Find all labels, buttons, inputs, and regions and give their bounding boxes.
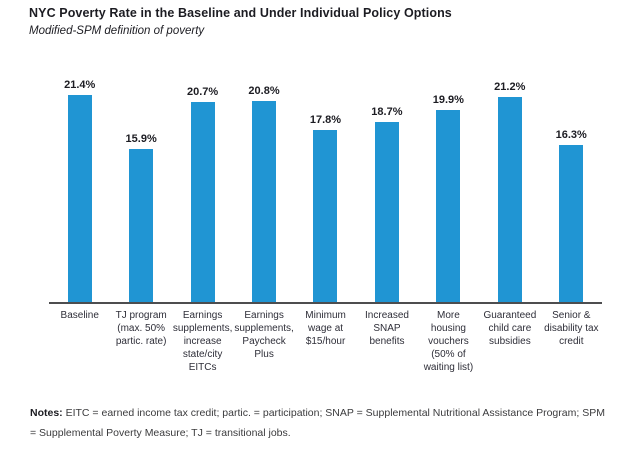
bar-column: 16.3% [541, 75, 602, 303]
bar [129, 148, 154, 303]
x-axis-label: Earnings supplements, Paycheck Plus [234, 310, 294, 360]
chart-title: NYC Poverty Rate in the Baseline and Und… [29, 6, 452, 20]
bar-value-label: 18.7% [371, 105, 403, 118]
notes-text: EITC = earned income tax credit; partic.… [30, 407, 605, 439]
bar-column: 17.8% [295, 75, 356, 303]
bar-value-label: 16.3% [555, 128, 587, 141]
x-axis-label: Increased SNAP benefits [365, 310, 409, 347]
bar-chart: 21.4% 15.9% 20.7% 20.8% 17.8% 18.7% 19.9% 21.2%… [49, 75, 602, 375]
bar-value-label: 21.2% [494, 81, 526, 94]
bar [252, 101, 277, 303]
plot-area: 21.4% 15.9% 20.7% 20.8% 17.8% 18.7% 19.9% 21.2%… [49, 75, 602, 303]
bar-column: 18.7% [356, 75, 417, 303]
bar-value-label: 19.9% [432, 93, 464, 106]
x-axis-label: Guaranteed child care subsidies [483, 310, 537, 347]
bar [67, 95, 92, 303]
bar [313, 130, 338, 303]
bar-column: 15.9% [110, 75, 171, 303]
bar-value-label: 20.7% [186, 86, 219, 99]
x-axis-label: More housing vouchers (50% of waiting li… [423, 310, 474, 373]
bar-column: 21.2% [479, 75, 540, 303]
bar-value-label: 20.8% [248, 85, 280, 98]
x-axis-label: Earnings supplements, increase state/cit… [172, 310, 233, 373]
bar-column: 19.9% [418, 75, 479, 303]
x-axis-label: Baseline [60, 310, 99, 321]
bar-value-label: 17.8% [309, 114, 342, 127]
x-axis-label: TJ program (max. 50% partic. rate) [115, 310, 167, 347]
bar-column: 20.8% [233, 75, 294, 303]
bar [374, 121, 399, 303]
x-axis-labels: Baseline TJ program (max. 50% partic. rat… [49, 309, 602, 374]
chart-subtitle: Modified-SPM definition of poverty [29, 25, 205, 37]
bar-column: 21.4% [49, 75, 110, 303]
x-axis-label: Minimum wage at $15/hour [305, 310, 346, 347]
x-axis-line [49, 302, 602, 304]
notes-label: Notes: [30, 407, 63, 419]
chart-notes: Notes: EITC = earned income tax credit; … [30, 403, 606, 443]
bar-column: 20.7% [172, 75, 233, 303]
bar [559, 144, 584, 303]
bar-value-label: 15.9% [125, 132, 157, 145]
bar [190, 102, 215, 303]
bar-value-label: 21.4% [64, 79, 96, 92]
bar [436, 109, 461, 303]
x-axis-label: Senior & disability tax credit [544, 310, 599, 347]
bar [497, 97, 522, 303]
